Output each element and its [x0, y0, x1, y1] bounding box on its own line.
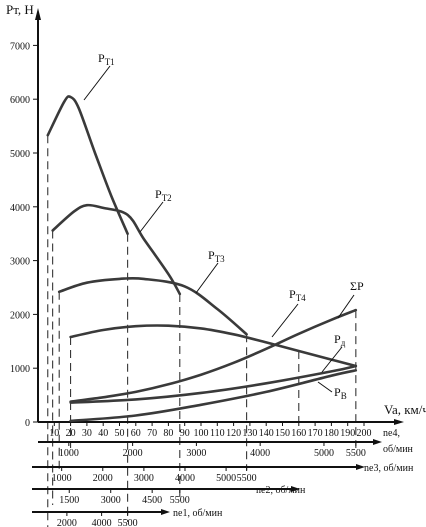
series-label-pt2: PТ2 — [155, 187, 172, 203]
scale-tick-label-ne4: 1000 — [59, 448, 79, 459]
y-axis-title: Pт, Н — [6, 2, 34, 17]
scale-tick-label-ne4: 3000 — [186, 448, 206, 459]
scale-tick-label-ne1: 4000 — [92, 518, 112, 527]
x-tick-label: 50 — [115, 428, 125, 439]
series-label-pt3: PТ3 — [208, 248, 225, 264]
series-line-pt3 — [57, 276, 248, 336]
series-line-sum-p — [69, 308, 358, 403]
series-leader-pt2 — [139, 201, 164, 233]
x-tick-label: 20 — [66, 428, 76, 439]
y-tick-label: 2000 — [10, 310, 30, 321]
x-tick-label: 110 — [210, 428, 225, 439]
x-tick-label: 160 — [291, 428, 306, 439]
x-tick-label: 60 — [131, 428, 141, 439]
scale-tick-label-ne1: 2000 — [57, 518, 77, 527]
x-tick-label: 80 — [163, 428, 173, 439]
scale-label-ne3: ne3, об/мин — [364, 463, 414, 474]
series-line-pd — [69, 364, 358, 404]
x-tick-label: 170 — [308, 428, 323, 439]
scale-tick-label-ne3: 5000 — [216, 473, 236, 484]
x-tick-label: 200 — [357, 428, 372, 439]
x-tick-label: 100 — [194, 428, 209, 439]
scale-label-ne2: ne2, об/мин — [256, 485, 306, 496]
y-tick-label: 1000 — [10, 364, 30, 375]
scale-tick-label-ne4: 4000 — [250, 448, 270, 459]
y-tick-label: 4000 — [10, 203, 30, 214]
series-label-sum-p: ΣP — [350, 279, 364, 293]
scale-tick-label-ne3: 1000 — [52, 473, 72, 484]
series-label-pt1: PТ1 — [98, 51, 115, 67]
axes: Pт, Н 0 1000 2000 3000 4000 5000 6000 7000 Va, км… — [6, 2, 426, 439]
y-tick-label: 0 — [25, 418, 30, 429]
dashed-guides — [47, 135, 357, 527]
x-tick-label: 90 — [180, 428, 190, 439]
x-tick-label: 70 — [147, 428, 157, 439]
x-tick-label: 130 — [242, 428, 257, 439]
scale-tick-label-ne1: 5500 — [118, 518, 138, 527]
y-tick-label: 7000 — [10, 41, 30, 52]
series-label-pv: PВ — [334, 385, 347, 401]
scale-arrow-ne4 — [373, 439, 382, 445]
scale-tick-label-ne2: 1500 — [59, 495, 79, 506]
scale-tick-label-ne3: 2000 — [93, 473, 113, 484]
series-leader-pv — [317, 381, 333, 393]
x-tick-label: 150 — [275, 428, 290, 439]
scale-tick-label-ne4: 5500 — [346, 448, 366, 459]
scale-label-ne1: ne1, об/мин — [173, 508, 223, 519]
series-leader-sum-p — [337, 294, 355, 319]
series-leader-pt1 — [83, 65, 111, 101]
y-axis-arrow — [35, 8, 41, 20]
x-tick-label: 10 — [49, 428, 59, 439]
scale-unit-ne4: об/мин — [383, 444, 414, 455]
scale-arrow-ne2 — [291, 486, 300, 492]
x-tick-label: 120 — [226, 428, 241, 439]
scale-tick-label-ne3: 4000 — [175, 473, 195, 484]
series-label-pt4: PТ4 — [289, 287, 306, 303]
x-tick-label: 190 — [340, 428, 355, 439]
x-tick-label: 40 — [98, 428, 108, 439]
scale-tick-label-ne2: 3000 — [101, 495, 121, 506]
scale-label-ne4: ne4, — [383, 428, 400, 439]
scale-arrow-ne1 — [161, 509, 170, 515]
series-line-pt2 — [51, 203, 182, 296]
scale-tick-label-ne2: 4500 — [142, 495, 162, 506]
series-line-pv — [69, 369, 358, 423]
scale-tick-label-ne4: 5000 — [314, 448, 334, 459]
x-axis-title: Va, км/ч — [384, 402, 426, 417]
series-line-pt1 — [46, 95, 129, 235]
y-tick-label: 5000 — [10, 149, 30, 160]
series-label-pd: Pд — [334, 332, 346, 348]
scale-arrow-ne3 — [356, 464, 365, 470]
scale-tick-label-ne2: 5500 — [170, 495, 190, 506]
scale-tick-label-ne3: 3000 — [134, 473, 154, 484]
series-leader-pd — [321, 346, 343, 373]
curve-labels: PТ1 PТ2 PТ3 PТ4 ΣP Pд PВ — [83, 51, 364, 401]
scale-tick-label-ne4: 2000 — [123, 448, 143, 459]
y-tick-label: 6000 — [10, 95, 30, 106]
series-line-pt4 — [69, 324, 358, 368]
x-tick-label: 140 — [259, 428, 274, 439]
x-tick-label: 180 — [324, 428, 339, 439]
series-leader-pt4 — [271, 303, 299, 338]
scale-tick-label-ne3: 5500 — [237, 473, 257, 484]
x-tick-label: 30 — [82, 428, 92, 439]
y-tick-label: 3000 — [10, 257, 30, 268]
x-axis-arrow — [394, 419, 404, 425]
series-leader-pt3 — [195, 262, 219, 294]
curves — [46, 95, 358, 423]
